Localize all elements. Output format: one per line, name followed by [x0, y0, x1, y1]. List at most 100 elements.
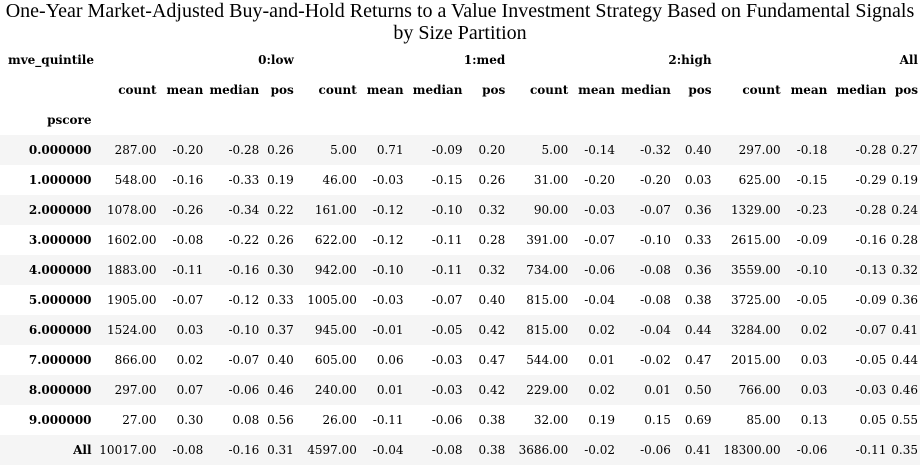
row-label: 9.000000	[28, 413, 92, 427]
table-cell: 0.02	[176, 353, 204, 367]
table-cell: -0.05	[431, 323, 463, 337]
table-cell: -0.10	[372, 263, 404, 277]
table-cell: 0.06	[376, 353, 404, 367]
table-cell: -0.29	[855, 173, 887, 187]
table-cell: -0.16	[228, 263, 260, 277]
table-cell: 0.32	[891, 263, 918, 277]
group-header: 0:low	[258, 53, 294, 67]
table-cell: 0.19	[588, 413, 615, 427]
table-cell: 0.41	[684, 443, 712, 457]
table-cell: 3686.00	[518, 443, 569, 457]
table-cell: -0.11	[431, 233, 463, 247]
table-cell: 0.40	[478, 293, 506, 307]
table-cell: 0.38	[478, 413, 506, 427]
table-cell: 0.36	[891, 293, 918, 307]
table-cell: -0.33	[228, 173, 260, 187]
table-cell: -0.12	[372, 203, 404, 217]
metric-header: count	[118, 83, 157, 97]
group-header: 1:med	[463, 53, 506, 67]
table-cell: -0.03	[372, 173, 404, 187]
table-cell: -0.07	[855, 323, 887, 337]
table-cell: 0.44	[891, 353, 918, 367]
table-cell: 3725.00	[731, 293, 781, 307]
table-cell: -0.18	[796, 143, 828, 157]
metric-header: pos	[688, 83, 712, 97]
table-cell: 0.28	[478, 233, 506, 247]
table-cell: -0.09	[855, 293, 887, 307]
table-cell: 3559.00	[731, 263, 781, 277]
table-cell: 0.28	[891, 233, 918, 247]
table-cell: 0.38	[684, 293, 712, 307]
table-cell: 32.00	[533, 413, 569, 427]
table-cell: 0.26	[267, 233, 294, 247]
table-cell: 5.00	[541, 143, 569, 157]
table-cell: 0.33	[684, 233, 712, 247]
table-cell: 0.47	[478, 353, 506, 367]
table-cell: -0.05	[855, 353, 887, 367]
table-cell: 1005.00	[307, 293, 357, 307]
table-cell: -0.15	[796, 173, 828, 187]
table-cell: 0.33	[267, 293, 294, 307]
table-row: 8.000000 297.00 0.07 -0.06 0.46 240.00 0.01 -0.…	[0, 375, 920, 405]
table-cell: -0.12	[372, 233, 404, 247]
table-cell: 0.71	[376, 143, 404, 157]
table-cell: 0.20	[478, 143, 506, 157]
table-cell: 0.47	[684, 353, 712, 367]
table-cell: -0.20	[640, 173, 671, 187]
table-cell: -0.16	[855, 233, 887, 247]
table-cell: 0.44	[684, 323, 712, 337]
row-label: 3.000000	[28, 233, 92, 247]
metric-header: median	[209, 83, 260, 97]
table-cell: 0.42	[478, 383, 506, 397]
table-row: 0.000000 287.00 -0.20 -0.28 0.26 5.00 0.71 -0.0…	[0, 135, 920, 165]
table-cell: -0.11	[172, 263, 204, 277]
rows-index-name: pscore	[47, 113, 92, 127]
table-cell: -0.03	[584, 203, 615, 217]
row-label: All	[73, 443, 92, 457]
table-cell: -0.11	[372, 413, 404, 427]
table-cell: 0.26	[267, 143, 294, 157]
table-cell: 0.02	[588, 323, 615, 337]
table-cell: -0.04	[640, 323, 671, 337]
table-cell: 0.40	[267, 353, 294, 367]
table-cell: 85.00	[746, 413, 781, 427]
table-cell: 815.00	[526, 323, 569, 337]
table-cell: 1078.00	[106, 203, 157, 217]
table-cell: -0.28	[855, 143, 887, 157]
metric-header: mean	[366, 83, 404, 97]
table-cell: 945.00	[314, 323, 357, 337]
table-cell: -0.08	[172, 233, 204, 247]
table-cell: 766.00	[738, 383, 781, 397]
table-cell: -0.04	[372, 443, 404, 457]
table-cell: -0.10	[431, 203, 463, 217]
table-title: One-Year Market-Adjusted Buy-and-Hold Re…	[5, 0, 915, 44]
table-cell: 942.00	[314, 263, 357, 277]
metric-header: mean	[578, 83, 615, 97]
table-cell: 161.00	[314, 203, 357, 217]
table-cell: 4597.00	[307, 443, 357, 457]
metric-header: mean	[790, 83, 828, 97]
table-cell: 0.31	[267, 443, 294, 457]
row-label: 4.000000	[28, 263, 92, 277]
table-cell: -0.11	[855, 443, 887, 457]
table-cell: 0.36	[684, 203, 712, 217]
table-cell: 734.00	[526, 263, 569, 277]
columns-index-name: mve_quintile	[8, 53, 94, 67]
table-cell: 2615.00	[731, 233, 781, 247]
table-cell: 0.32	[478, 203, 506, 217]
table-cell: -0.06	[584, 263, 615, 277]
row-label: 7.000000	[28, 353, 92, 367]
table-cell: 1329.00	[731, 203, 781, 217]
table-cell: -0.28	[228, 143, 260, 157]
table-cell: 287.00	[114, 143, 157, 157]
table-cell: 1602.00	[106, 233, 157, 247]
table-cell: 0.55	[891, 413, 918, 427]
table-cell: 0.69	[684, 413, 712, 427]
table-cell: -0.03	[372, 293, 404, 307]
table-cell: -0.07	[228, 353, 260, 367]
metric-header: count	[529, 83, 569, 97]
table-cell: 46.00	[322, 173, 357, 187]
metric-header: median	[412, 83, 463, 97]
table-row: 1.000000 548.00 -0.16 -0.33 0.19 46.00 -0.03 -0…	[0, 165, 920, 195]
table-cell: -0.16	[228, 443, 260, 457]
